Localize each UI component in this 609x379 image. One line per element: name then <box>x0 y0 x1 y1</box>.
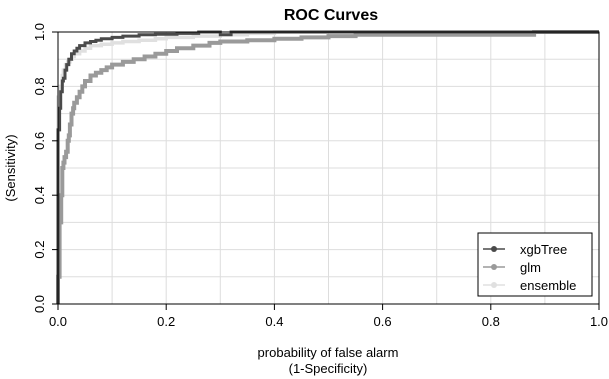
x-axis: 0.0 0.2 0.4 0.6 0.8 1.0 <box>49 304 608 329</box>
y-tick-label: 0.0 <box>32 295 47 313</box>
x-axis-label: probability of false alarm <box>258 345 399 360</box>
x-tick-label: 0.0 <box>49 314 67 329</box>
series-lines <box>56 30 599 304</box>
series-line-xgbtree <box>56 30 599 304</box>
legend-marker-ensemble <box>491 282 497 288</box>
legend-label-glm: glm <box>520 260 541 275</box>
chart-title: ROC Curves <box>284 7 378 24</box>
y-tick-label: 0.4 <box>32 186 47 204</box>
series-line-glm <box>56 30 599 304</box>
legend-label-xgbtree: xgbTree <box>520 242 567 257</box>
x-tick-label: 0.4 <box>265 314 283 329</box>
y-axis-label: (Sensitivity) <box>3 134 18 201</box>
y-tick-label: 0.8 <box>32 77 47 95</box>
legend-marker-xgbtree <box>491 246 497 252</box>
y-tick-label: 1.0 <box>32 23 47 41</box>
legend: xgbTree glm ensemble <box>477 232 593 297</box>
x-tick-label: 1.0 <box>590 314 608 329</box>
y-tick-label: 0.2 <box>32 241 47 259</box>
y-axis: 0.0 0.2 0.4 0.6 0.8 1.0 <box>32 23 58 313</box>
grid <box>58 32 599 304</box>
y-tick-label: 0.6 <box>32 132 47 150</box>
plot-frame <box>57 31 600 305</box>
x-tick-label: 0.6 <box>374 314 392 329</box>
legend-label-ensemble: ensemble <box>520 278 576 293</box>
x-axis-sublabel: (1-Specificity) <box>289 361 368 376</box>
legend-box <box>477 232 593 297</box>
x-tick-label: 0.8 <box>482 314 500 329</box>
legend-marker-glm <box>491 264 497 270</box>
x-tick-label: 0.2 <box>157 314 175 329</box>
